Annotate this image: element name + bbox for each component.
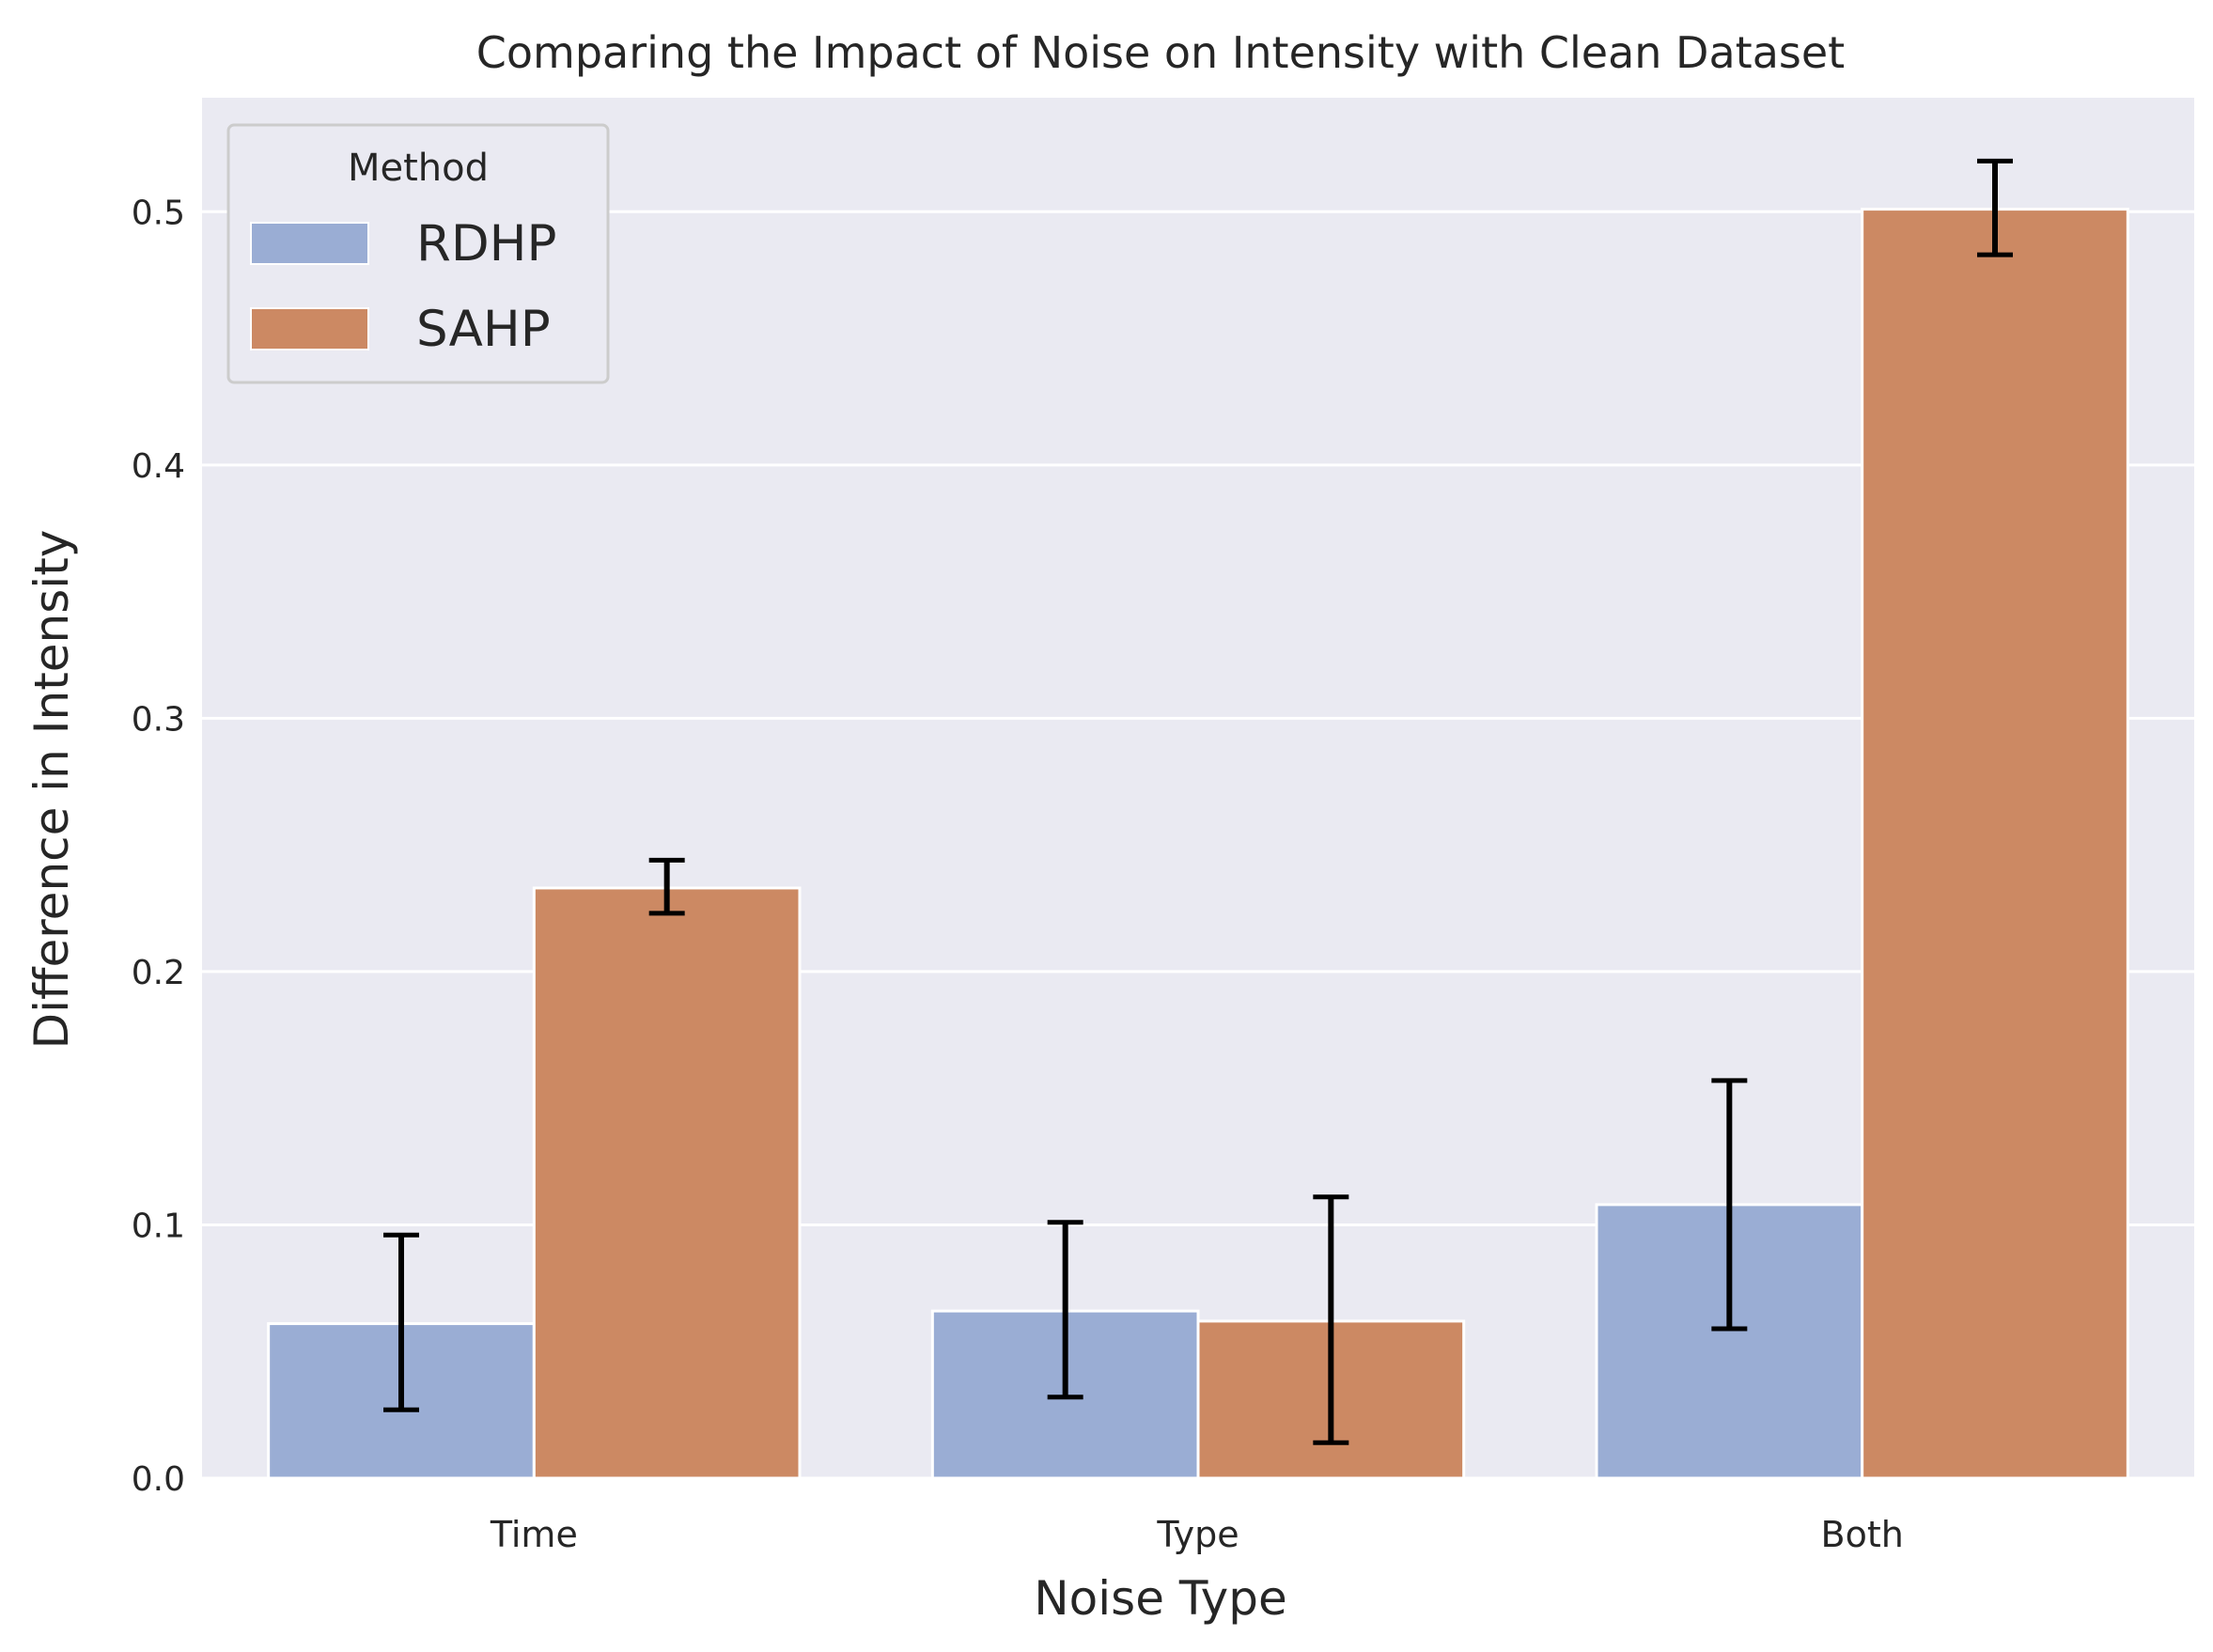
y-tick-label: 0.3 xyxy=(132,700,185,739)
error-bar-sahp-time xyxy=(648,857,685,916)
legend-label-rdhp: RDHP xyxy=(416,215,556,273)
y-tick-label: 0.5 xyxy=(132,194,185,232)
error-bars xyxy=(383,158,2013,1445)
chart-title: Comparing the Impact of Noise on Intensi… xyxy=(476,27,1845,78)
x-tick-label: Both xyxy=(1821,1514,1904,1555)
bar-sahp-both xyxy=(1861,208,2129,1480)
y-axis-label: Difference in Intensity xyxy=(24,530,79,1050)
y-tick-label: 0.4 xyxy=(132,447,185,486)
x-axis-ticks: Time Type Both xyxy=(490,1514,1904,1555)
legend-label-sahp: SAHP xyxy=(416,301,551,358)
error-bar-rdhp-type xyxy=(1047,1220,1083,1400)
legend-swatch-sahp xyxy=(250,307,369,351)
error-bar-sahp-type xyxy=(1313,1194,1349,1445)
y-tick-label: 0.0 xyxy=(132,1460,185,1499)
x-tick-label: Time xyxy=(490,1514,578,1555)
y-tick-label: 0.2 xyxy=(132,954,185,992)
legend-title: Method xyxy=(348,147,489,190)
y-axis-ticks: 0.0 0.1 0.2 0.3 0.4 0.5 xyxy=(132,194,185,1499)
error-bar-rdhp-both xyxy=(1711,1078,1748,1332)
x-tick-label: Type xyxy=(1156,1514,1239,1555)
y-tick-label: 0.1 xyxy=(132,1207,185,1245)
error-bar-sahp-both xyxy=(1977,158,2013,257)
legend[interactable]: Method RDHP SAHP xyxy=(226,123,610,384)
x-axis-label: Noise Type xyxy=(1034,1571,1286,1626)
legend-swatch-rdhp xyxy=(250,222,369,265)
bar-sahp-time xyxy=(532,886,802,1480)
error-bar-rdhp-time xyxy=(383,1232,419,1412)
